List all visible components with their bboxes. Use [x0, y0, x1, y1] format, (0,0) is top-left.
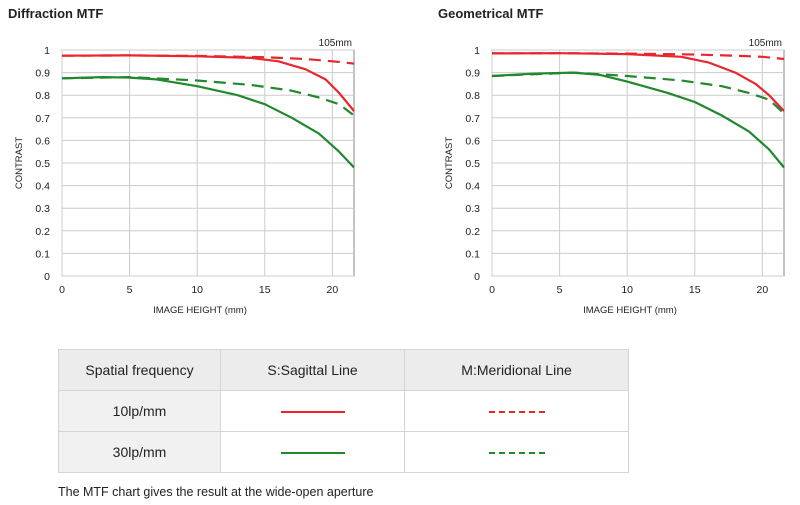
- y-tick-label: 0.7: [465, 113, 480, 125]
- y-tick-label: 0.5: [465, 158, 480, 170]
- green-dashed-line-swatch: [488, 452, 545, 455]
- red-dashed-line-swatch: [488, 411, 545, 414]
- legend-header-meridional: M:Meridional Line: [404, 349, 629, 391]
- x-tick-label: 10: [191, 284, 203, 296]
- legend-table: Spatial frequency S:Sagittal Line M:Meri…: [58, 349, 629, 473]
- y-tick-label: 0.4: [465, 181, 480, 193]
- x-tick-label: 5: [557, 284, 563, 296]
- y-tick-label: 0.9: [465, 68, 480, 80]
- red-solid-series-line: [61, 54, 355, 112]
- footnote: The MTF chart gives the result at the wi…: [58, 485, 374, 499]
- y-tick-label: 0.3: [465, 203, 480, 215]
- red-solid-series-line: [491, 52, 785, 112]
- x-tick-label: 15: [689, 284, 701, 296]
- legend-cell-sagittal: [219, 390, 406, 432]
- x-axis-label: IMAGE HEIGHT (mm): [153, 305, 247, 316]
- x-tick-label: 0: [489, 284, 495, 296]
- green-solid-series-line: [61, 76, 355, 169]
- y-tick-label: 0.6: [465, 135, 480, 147]
- focal-length-label: 105mm: [319, 38, 352, 49]
- x-tick-label: 10: [621, 284, 633, 296]
- chart-title-geometrical: Geometrical MTF: [438, 6, 544, 21]
- x-tick-label: 5: [127, 284, 133, 296]
- y-tick-label: 0.5: [35, 158, 50, 170]
- focal-length-label: 105mm: [749, 38, 782, 49]
- x-tick-label: 20: [327, 284, 339, 296]
- legend-row-10lp: 10lp/mm: [58, 390, 629, 432]
- y-axis-label: CONTRAST: [14, 137, 25, 189]
- diffraction-mtf-chart: 00.10.20.30.40.50.60.70.80.910 5 10 15 20IMA…: [14, 38, 355, 316]
- legend-header-row: Spatial frequency S:Sagittal Line M:Meri…: [58, 349, 629, 391]
- y-axis-label: CONTRAST: [444, 137, 455, 189]
- y-tick-label: 0.2: [35, 226, 50, 238]
- legend-row-30lp: 30lp/mm: [58, 431, 629, 473]
- legend-frequency-label: 30lp/mm: [58, 431, 221, 473]
- y-tick-label: 0.8: [465, 90, 480, 102]
- y-tick-label: 0.6: [35, 135, 50, 147]
- geometrical-mtf-chart: 00.10.20.30.40.50.60.70.80.910 5 10 15 20IMA…: [444, 38, 785, 316]
- y-tick-label: 0.3: [35, 203, 50, 215]
- y-tick-label: 0.7: [35, 113, 50, 125]
- legend-cell-meridional: [404, 431, 629, 473]
- y-tick-label: 0.2: [465, 226, 480, 238]
- red-dashed-series-line: [491, 52, 785, 61]
- chart-title-diffraction: Diffraction MTF: [8, 6, 104, 21]
- legend-cell-meridional: [404, 390, 629, 432]
- green-solid-series-line: [491, 71, 785, 169]
- y-tick-label: 0: [474, 271, 480, 283]
- red-solid-line-swatch: [280, 411, 345, 414]
- legend-header-frequency: Spatial frequency: [58, 349, 221, 391]
- legend-header-sagittal: S:Sagittal Line: [219, 349, 406, 391]
- y-tick-label: 0.8: [35, 90, 50, 102]
- y-tick-label: 0.1: [35, 248, 50, 260]
- legend-frequency-label: 10lp/mm: [58, 390, 221, 432]
- green-dashed-series-line: [491, 71, 785, 115]
- red-dashed-series-line: [61, 54, 355, 65]
- legend-cell-sagittal: [219, 431, 406, 473]
- y-tick-label: 0.9: [35, 68, 50, 80]
- y-tick-label: 1: [44, 45, 50, 57]
- y-tick-label: 0.4: [35, 181, 50, 193]
- x-tick-label: 15: [259, 284, 271, 296]
- x-axis-label: IMAGE HEIGHT (mm): [583, 305, 677, 316]
- y-tick-label: 0.1: [465, 248, 480, 260]
- x-tick-label: 0: [59, 284, 65, 296]
- y-tick-label: 0: [44, 271, 50, 283]
- y-tick-label: 1: [474, 45, 480, 57]
- x-tick-label: 20: [757, 284, 769, 296]
- green-dashed-series-line: [61, 76, 355, 117]
- green-solid-line-swatch: [280, 452, 345, 455]
